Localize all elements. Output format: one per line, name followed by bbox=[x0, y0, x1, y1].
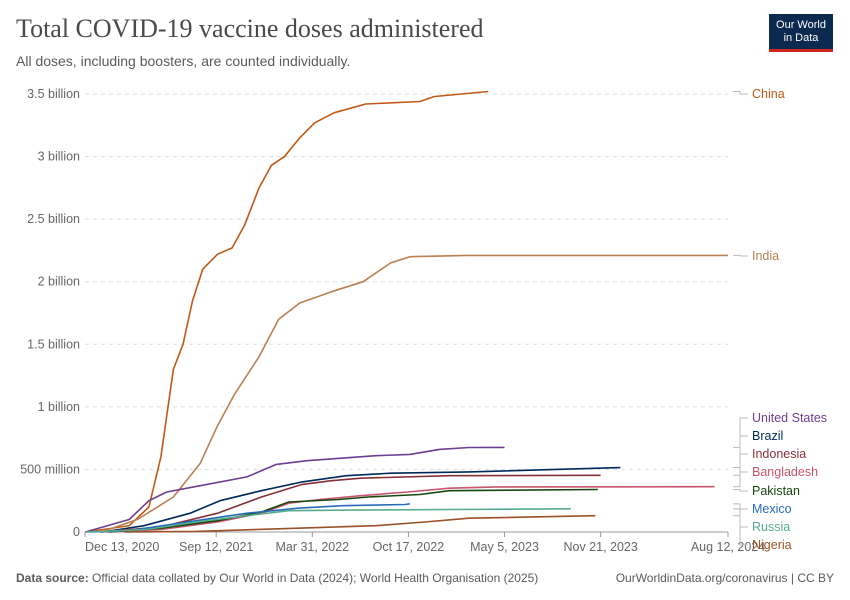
series-label: Russia bbox=[752, 520, 790, 534]
series-line-brazil bbox=[102, 466, 621, 533]
series-label: Bangladesh bbox=[752, 465, 818, 479]
series-label: Brazil bbox=[752, 429, 783, 443]
label-connector bbox=[733, 453, 748, 476]
series-label: Mexico bbox=[752, 502, 792, 516]
x-tick-label: Dec 13, 2020 bbox=[85, 540, 159, 554]
series-line-united-states bbox=[85, 446, 505, 533]
series-line-russia bbox=[85, 508, 571, 533]
owid-logo[interactable]: Our World in Data bbox=[769, 14, 833, 52]
footer-link[interactable]: OurWorldinData.org/coronavirus | CC BY bbox=[615, 571, 834, 585]
y-tick-label: 2 billion bbox=[38, 275, 80, 289]
source-label: Data source: bbox=[16, 571, 89, 585]
y-tick-label: 1.5 billion bbox=[27, 337, 80, 351]
chart-title: Total COVID-19 vaccine doses administere… bbox=[16, 14, 484, 43]
label-connector bbox=[733, 254, 748, 257]
x-tick-label: Mar 31, 2022 bbox=[275, 540, 349, 554]
series-line-pakistan bbox=[109, 488, 598, 533]
series-line-india bbox=[101, 254, 728, 533]
label-connector bbox=[733, 90, 748, 95]
y-tick-label: 1 billion bbox=[38, 400, 80, 414]
series-line-nigeria bbox=[124, 514, 596, 533]
source-text: Official data collated by Our World in D… bbox=[92, 571, 539, 585]
series-label: Indonesia bbox=[752, 447, 806, 461]
series-label: India bbox=[752, 249, 779, 263]
series-line-bangladesh bbox=[106, 485, 715, 533]
series-label: China bbox=[752, 87, 785, 101]
y-tick-label: 3.5 billion bbox=[27, 87, 80, 101]
y-tick-label: 0 bbox=[73, 525, 80, 539]
y-tick-label: 3 billion bbox=[38, 150, 80, 164]
label-connector bbox=[733, 503, 748, 510]
label-connector bbox=[733, 515, 748, 546]
label-connector bbox=[733, 471, 748, 488]
chart-subtitle: All doses, including boosters, are count… bbox=[16, 53, 351, 69]
label-connector bbox=[733, 488, 748, 492]
x-tick-label: Aug 12, 2024 bbox=[691, 540, 765, 554]
source-note: Data source: Official data collated by O… bbox=[16, 571, 538, 585]
x-tick-label: May 5, 2023 bbox=[470, 540, 539, 554]
label-connector bbox=[733, 417, 748, 448]
y-tick-label: 2.5 billion bbox=[27, 212, 80, 226]
y-tick-label: 500 million bbox=[20, 462, 80, 476]
series-label: United States bbox=[752, 411, 827, 425]
series-label: Nigeria bbox=[752, 538, 792, 552]
x-tick-label: Oct 17, 2022 bbox=[373, 540, 445, 554]
series-label: Pakistan bbox=[752, 484, 800, 498]
x-tick-label: Nov 21, 2023 bbox=[563, 540, 637, 554]
label-connector bbox=[733, 435, 748, 469]
series-line-china bbox=[85, 90, 489, 533]
x-tick-label: Sep 12, 2021 bbox=[179, 540, 253, 554]
